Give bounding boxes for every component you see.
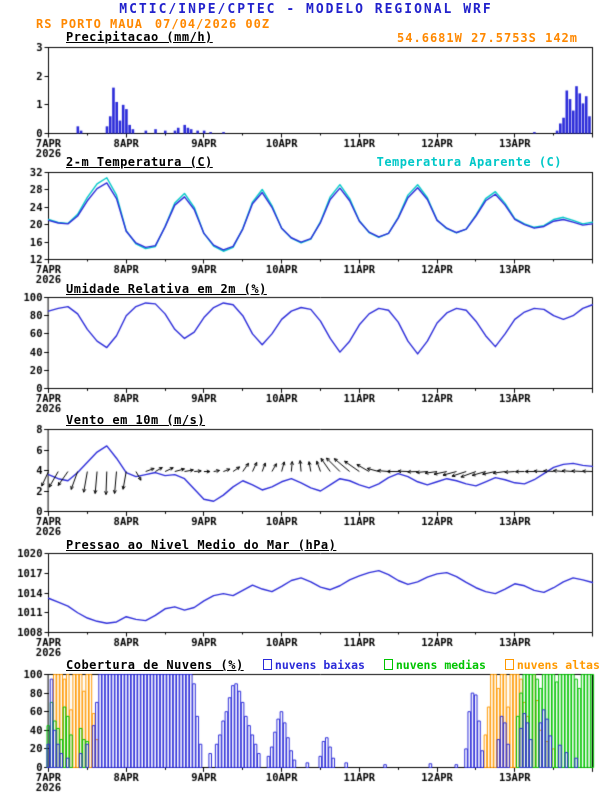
legend-low-clouds: nuvens baixas — [262, 658, 372, 672]
run-datetime: 07/04/2026 00Z — [154, 17, 271, 31]
mid-clouds-swatch-icon — [383, 659, 393, 670]
low-clouds-swatch-icon — [262, 659, 272, 670]
panel-title-temperature: 2-m Temperatura (C) — [66, 155, 213, 169]
panel-title-clouds: Cobertura de Nuvens (%) — [66, 658, 244, 672]
legend-high-clouds: nuvens altas — [504, 658, 600, 672]
panel-title-precipitation: Precipitacao (mm/h) — [66, 30, 213, 44]
legend-high-clouds-label: nuvens altas — [516, 658, 600, 672]
page-title: MCTIC/INPE/CPTEC - MODELO REGIONAL WRF — [119, 2, 493, 17]
panel-title-clouds-row: Cobertura de Nuvens (%) nuvens baixas nu… — [66, 658, 600, 672]
panel-title-wind: Vento em 10m (m/s) — [66, 413, 206, 427]
legend-mid-clouds-label: nuvens medias — [395, 658, 486, 672]
panel-title-pressure: Pressao ao Nivel Medio do Mar (hPa) — [66, 538, 337, 552]
panel-title-humidity: Umidade Relativa em 2m (%) — [66, 282, 267, 296]
station-and-run: RS PORTO MAUA 07/04/2026 00Z — [36, 17, 270, 31]
legend-apparent-temperature: Temperatura Aparente (C) — [376, 155, 562, 169]
legend-mid-clouds: nuvens medias — [383, 658, 493, 672]
high-clouds-swatch-icon — [504, 659, 514, 670]
legend-low-clouds-label: nuvens baixas — [274, 658, 365, 672]
station-coordinates: 54.6681W 27.5753S 142m — [397, 31, 578, 45]
station-name: RS PORTO MAUA — [36, 17, 143, 31]
